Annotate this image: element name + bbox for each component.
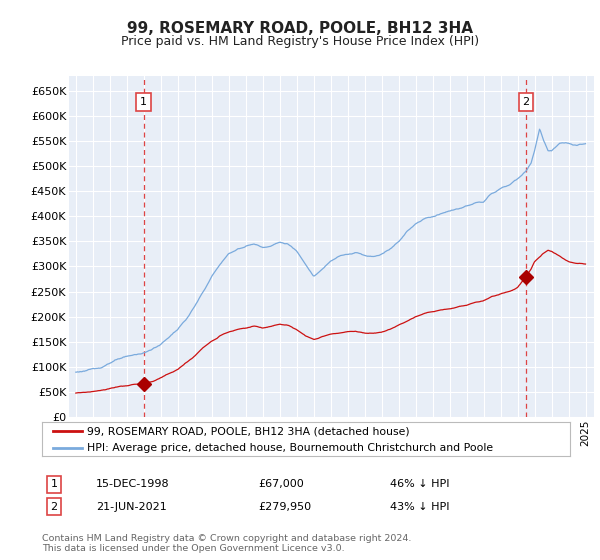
Text: 46% ↓ HPI: 46% ↓ HPI: [390, 479, 449, 489]
Text: 1: 1: [140, 97, 147, 107]
Text: 99, ROSEMARY ROAD, POOLE, BH12 3HA (detached house): 99, ROSEMARY ROAD, POOLE, BH12 3HA (deta…: [87, 426, 410, 436]
Text: 2: 2: [50, 502, 58, 512]
Text: £67,000: £67,000: [258, 479, 304, 489]
Text: £279,950: £279,950: [258, 502, 311, 512]
Text: 21-JUN-2021: 21-JUN-2021: [96, 502, 167, 512]
Text: 43% ↓ HPI: 43% ↓ HPI: [390, 502, 449, 512]
Text: 1: 1: [50, 479, 58, 489]
Text: 2: 2: [523, 97, 530, 107]
Text: Contains HM Land Registry data © Crown copyright and database right 2024.
This d: Contains HM Land Registry data © Crown c…: [42, 534, 412, 553]
Text: 15-DEC-1998: 15-DEC-1998: [96, 479, 170, 489]
Text: HPI: Average price, detached house, Bournemouth Christchurch and Poole: HPI: Average price, detached house, Bour…: [87, 444, 493, 454]
Text: Price paid vs. HM Land Registry's House Price Index (HPI): Price paid vs. HM Land Registry's House …: [121, 35, 479, 48]
Text: 99, ROSEMARY ROAD, POOLE, BH12 3HA: 99, ROSEMARY ROAD, POOLE, BH12 3HA: [127, 21, 473, 36]
